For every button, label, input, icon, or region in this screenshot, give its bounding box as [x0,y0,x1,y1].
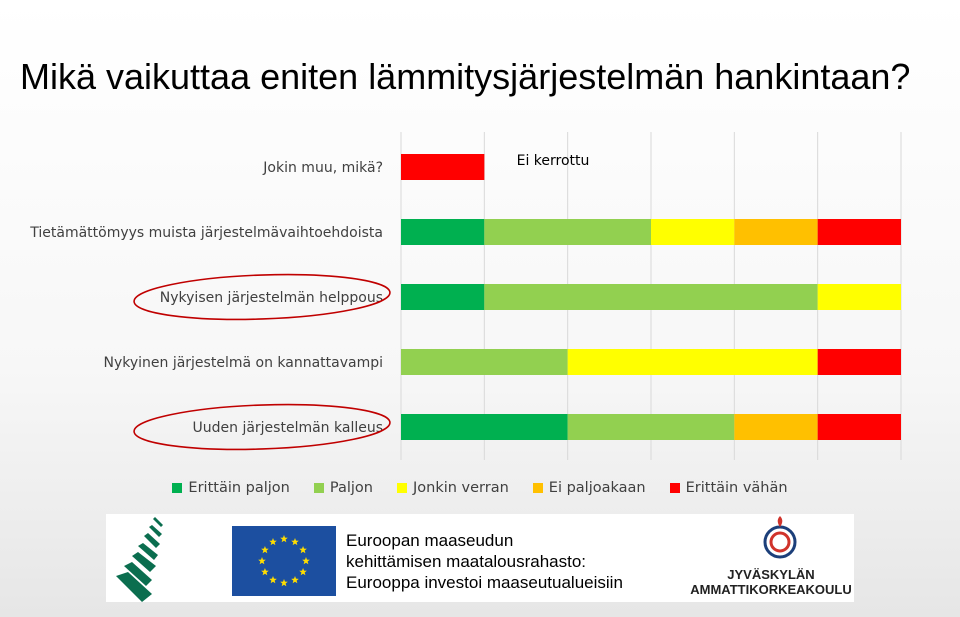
eu-star [299,546,307,554]
bar-segment [401,284,485,310]
category-label: Nykyinen järjestelmä on kannattavampi [103,355,383,371]
legend-label: Erittäin vähän [685,480,788,496]
jamk-text: JYVÄSKYLÄN AMMATTIKORKEAKOULU [686,567,856,597]
eafrd-text-line: Euroopan maaseudun [346,531,514,550]
eu-star [280,535,288,543]
bar-segment [567,414,735,440]
eu-star [291,576,299,584]
bar-segment [401,219,485,245]
category-label: Nykyisen järjestelmän helppous [160,290,383,306]
bar-segment [651,219,735,245]
legend-swatch [172,483,183,493]
eu-star [261,568,269,576]
page-title: Mikä vaikuttaa eniten lämmitysjärjestelm… [20,56,911,97]
bar-segment [401,414,568,440]
legend-swatch [313,483,324,493]
eu-star [299,568,307,576]
eu-star [302,557,310,565]
highlight-ellipse [133,273,391,321]
legend-item: Ei paljoakaan [532,478,646,498]
annotation-label: Ei kerrottu [517,153,590,169]
legend-item: Jonkin verran [396,478,509,498]
bar-segment [817,284,901,310]
footer-logos: Euroopan maaseudun kehittämisen maatalou… [106,514,854,602]
bar-segment [817,414,901,440]
eu-star [258,557,266,565]
bar-segment [401,154,485,180]
eafrd-text-line: kehittämisen maatalousrahasto: [346,552,587,571]
eafrd-text: Euroopan maaseudun kehittämisen maatalou… [346,530,686,593]
legend-swatch [532,483,543,493]
bar-segment [734,414,818,440]
legend-swatch [396,483,407,493]
bar-segment [401,349,568,375]
legend-label: Paljon [329,480,373,496]
leader-fern-logo [116,517,163,602]
legend-label: Jonkin verran [412,480,509,496]
category-label: Uuden järjestelmän kalleus [193,420,384,436]
category-label: Tietämättömyys muista järjestelmävaihtoe… [29,225,383,241]
legend-item: Erittäin vähän [669,478,788,498]
legend-label: Ei paljoakaan [548,480,646,496]
eu-star [261,546,269,554]
bar-segment [817,219,901,245]
jamk-emblem [763,516,797,559]
eu-star [280,579,288,587]
eu-star [269,576,277,584]
legend-item: Erittäin paljon [172,478,290,498]
highlight-ellipse [133,403,391,451]
legend-swatch [669,483,680,493]
bar-segment [567,349,818,375]
bar-segment [734,219,818,245]
bar-segment [817,349,901,375]
eu-star [291,537,299,546]
category-label: Jokin muu, mikä? [262,160,383,176]
stacked-bar-chart: Jokin muu, mikä? Tietämättömyys muista jä… [29,132,902,460]
eu-flag [232,526,336,596]
bar-segment [484,284,818,310]
legend-item: Paljon [313,478,373,498]
legend-label: Erittäin paljon [188,480,290,496]
bar-segment [484,219,651,245]
jamk-text-line: JYVÄSKYLÄN [727,567,815,582]
eafrd-text-line: Eurooppa investoi maaseutualueisiin [346,573,623,592]
eu-star [269,537,277,546]
chart-legend: Erittäin paljon Paljon Jonkin verran Ei pal… [0,478,960,498]
jamk-text-line: AMMATTIKORKEAKOULU [690,582,852,597]
